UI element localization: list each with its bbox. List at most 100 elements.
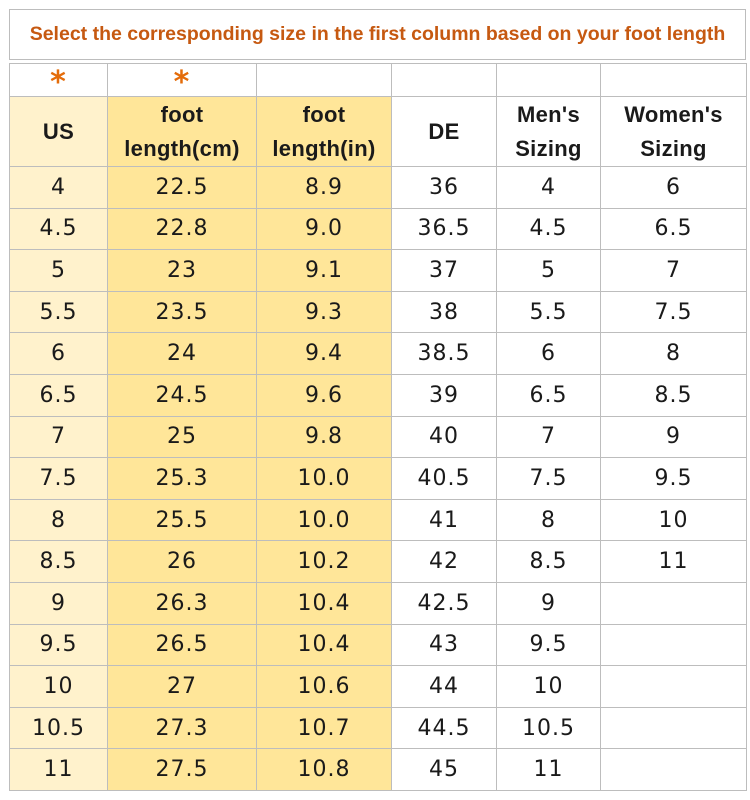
asterisk-icon: * — [173, 65, 191, 97]
mens-size-cell: 7 — [496, 415, 601, 459]
de-size-cell: 44 — [391, 665, 497, 708]
table-row: 5.5 23.5 9.3 38 5.5 7.5 — [9, 290, 747, 334]
header-foot-length-in: foot length(in) — [256, 96, 392, 167]
de-size-cell: 37 — [391, 249, 497, 292]
mens-size-cell: 11 — [496, 748, 601, 791]
de-size-cell: 45 — [391, 748, 497, 791]
header-row: US foot length(cm) foot length(in) DE Men'… — [9, 96, 747, 167]
foot-length-in-cell: 9.3 — [256, 290, 392, 334]
table-row: 7.5 25.3 10.0 40.5 7.5 9.5 — [9, 457, 747, 500]
de-size-cell: 40 — [391, 415, 497, 459]
us-size-cell: 4 — [9, 166, 108, 209]
us-marker-cell: * — [9, 63, 108, 97]
womens-size-cell — [600, 706, 747, 750]
foot-length-cm-cell: 27 — [107, 665, 257, 708]
foot-length-cm-cell: 22.5 — [107, 166, 257, 209]
de-size-cell: 42.5 — [391, 581, 497, 625]
foot-length-cm-cell: 23 — [107, 249, 257, 292]
de-size-cell: 36.5 — [391, 207, 497, 251]
foot-length-cm-cell: 27.3 — [107, 706, 257, 750]
de-size-cell: 38 — [391, 290, 497, 334]
us-size-cell: 6.5 — [9, 373, 108, 417]
foot-length-cm-cell: 25.5 — [107, 498, 257, 542]
womens-size-cell: 11 — [600, 540, 747, 583]
us-size-cell: 10.5 — [9, 706, 108, 750]
foot-length-in-cell: 9.4 — [256, 332, 392, 375]
table-row: 6 24 9.4 38.5 6 8 — [9, 332, 747, 375]
chart-title: Select the corresponding size in the fir… — [9, 9, 746, 60]
womens-size-cell: 10 — [600, 498, 747, 542]
foot-length-in-cell: 10.2 — [256, 540, 392, 583]
de-size-cell: 38.5 — [391, 332, 497, 375]
size-table: * * US foot length(cm) foot length(in) DE — [9, 63, 747, 791]
womens-size-cell — [600, 665, 747, 708]
mens-size-cell: 8.5 — [496, 540, 601, 583]
cm-marker-cell: * — [107, 63, 257, 97]
foot-length-cm-cell: 27.5 — [107, 748, 257, 791]
us-size-cell: 7 — [9, 415, 108, 459]
de-size-cell: 41 — [391, 498, 497, 542]
us-size-cell: 9.5 — [9, 623, 108, 667]
table-row: 8.5 26 10.2 42 8.5 11 — [9, 540, 747, 583]
foot-length-in-cell: 9.0 — [256, 207, 392, 251]
mens-size-cell: 4 — [496, 166, 601, 209]
foot-length-cm-cell: 22.8 — [107, 207, 257, 251]
foot-length-cm-cell: 26.3 — [107, 581, 257, 625]
header-mens-sizing: Men's Sizing — [496, 96, 601, 167]
table-row: 7 25 9.8 40 7 9 — [9, 415, 747, 459]
foot-length-cm-cell: 26.5 — [107, 623, 257, 667]
table-row: 6.5 24.5 9.6 39 6.5 8.5 — [9, 373, 747, 417]
mens-size-cell: 9 — [496, 581, 601, 625]
table-row: 9.5 26.5 10.4 43 9.5 — [9, 623, 747, 667]
de-size-cell: 40.5 — [391, 457, 497, 500]
foot-length-cm-cell: 25 — [107, 415, 257, 459]
table-row: 10 27 10.6 44 10 — [9, 665, 747, 708]
womens-size-cell: 7.5 — [600, 290, 747, 334]
de-size-cell: 43 — [391, 623, 497, 667]
de-size-cell: 36 — [391, 166, 497, 209]
womens-size-cell: 7 — [600, 249, 747, 292]
womens-size-cell: 9.5 — [600, 457, 747, 500]
foot-length-cm-cell: 23.5 — [107, 290, 257, 334]
de-size-cell: 39 — [391, 373, 497, 417]
table-row: 9 26.3 10.4 42.5 9 — [9, 581, 747, 625]
foot-length-in-cell: 10.8 — [256, 748, 392, 791]
table-row: 8 25.5 10.0 41 8 10 — [9, 498, 747, 542]
us-size-cell: 7.5 — [9, 457, 108, 500]
de-size-cell: 42 — [391, 540, 497, 583]
empty-cell — [256, 63, 392, 97]
foot-length-in-cell: 10.0 — [256, 498, 392, 542]
womens-size-cell: 6 — [600, 166, 747, 209]
header-us: US — [9, 96, 108, 167]
mens-size-cell: 5 — [496, 249, 601, 292]
foot-length-in-cell: 9.8 — [256, 415, 392, 459]
foot-length-in-cell: 10.6 — [256, 665, 392, 708]
us-size-cell: 4.5 — [9, 207, 108, 251]
foot-length-in-cell: 10.4 — [256, 623, 392, 667]
mens-size-cell: 7.5 — [496, 457, 601, 500]
header-foot-length-cm: foot length(cm) — [107, 96, 257, 167]
empty-cell — [391, 63, 497, 97]
womens-size-cell: 9 — [600, 415, 747, 459]
womens-size-cell — [600, 748, 747, 791]
mens-size-cell: 5.5 — [496, 290, 601, 334]
womens-size-cell: 8 — [600, 332, 747, 375]
foot-length-in-cell: 8.9 — [256, 166, 392, 209]
womens-size-cell — [600, 623, 747, 667]
us-size-cell: 6 — [9, 332, 108, 375]
us-size-cell: 8.5 — [9, 540, 108, 583]
mens-size-cell: 10 — [496, 665, 601, 708]
table-row: 11 27.5 10.8 45 11 — [9, 748, 747, 791]
foot-length-in-cell: 9.1 — [256, 249, 392, 292]
us-size-cell: 11 — [9, 748, 108, 791]
mens-size-cell: 4.5 — [496, 207, 601, 251]
foot-length-cm-cell: 25.3 — [107, 457, 257, 500]
mens-size-cell: 8 — [496, 498, 601, 542]
foot-length-in-cell: 10.4 — [256, 581, 392, 625]
foot-length-cm-cell: 26 — [107, 540, 257, 583]
mens-size-cell: 6.5 — [496, 373, 601, 417]
header-de: DE — [391, 96, 497, 167]
table-row: 10.5 27.3 10.7 44.5 10.5 — [9, 706, 747, 750]
asterisk-icon: * — [50, 65, 67, 97]
foot-length-cm-cell: 24.5 — [107, 373, 257, 417]
